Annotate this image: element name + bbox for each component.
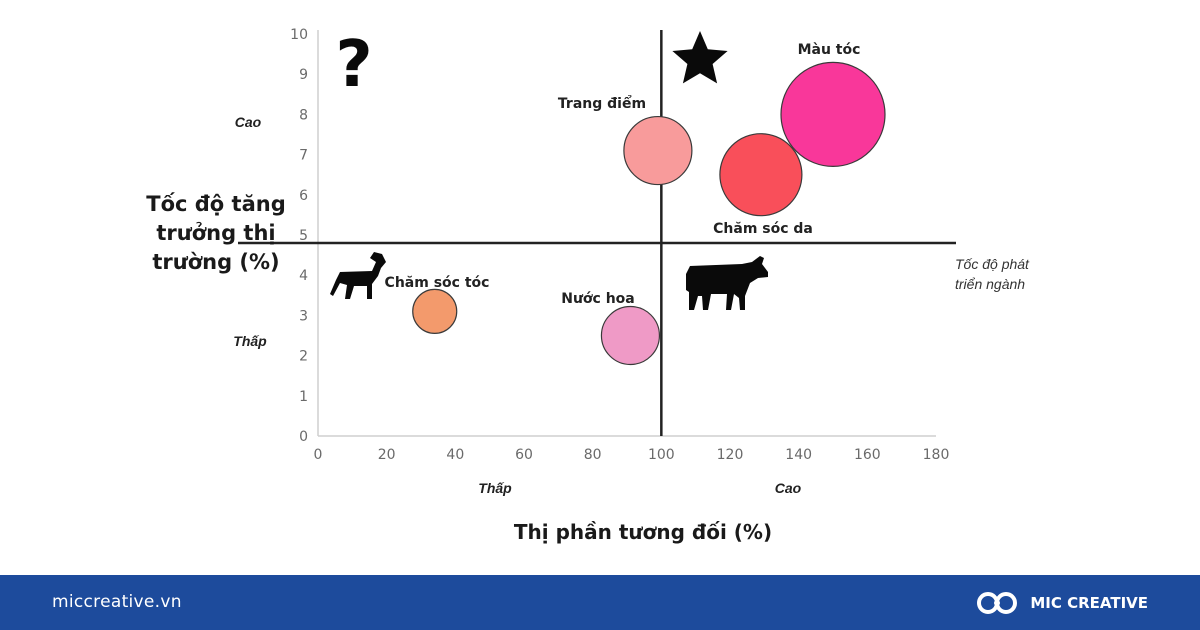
bubble-series — [412, 61, 886, 366]
question-mark-icon: ? — [335, 28, 372, 102]
x-tick-label: 180 — [923, 447, 950, 463]
bubble — [623, 115, 693, 186]
footer-bar: miccreative.vn MIC CREATIVE — [0, 575, 1200, 630]
footer-brand-name: MIC CREATIVE — [1030, 594, 1148, 612]
y-tick-label: 6 — [299, 188, 308, 204]
x-tick-labels: 0 20 40 60 80 100 120 140 160 180 — [314, 447, 950, 463]
y-tick-label: 3 — [299, 308, 308, 324]
bubble — [780, 61, 886, 168]
label-cham-soc-toc: Chăm sóc tóc — [385, 275, 490, 291]
x-tick-label: 140 — [785, 447, 812, 463]
x-tick-label: 80 — [584, 447, 602, 463]
label-mau-toc: Màu tóc — [798, 42, 861, 58]
x-low-label: Thấp — [478, 480, 512, 496]
bubble — [412, 288, 458, 334]
star-icon — [672, 31, 728, 84]
footer-website[interactable]: miccreative.vn — [52, 592, 182, 612]
label-cham-soc-da: Chăm sóc da — [713, 221, 813, 237]
y-axis-title-line3: trường (%) — [152, 250, 279, 274]
label-nuoc-hoa: Nước hoa — [561, 291, 635, 307]
y-tick-label: 0 — [299, 429, 308, 445]
y-tick-label: 4 — [299, 268, 308, 284]
x-high-label: Cao — [775, 480, 802, 496]
y-axis-title-line1: Tốc độ tăng — [146, 192, 285, 216]
y-tick-label: 10 — [290, 27, 308, 43]
x-axis-title: Thị phần tương đối (%) — [514, 520, 772, 544]
bcg-bubble-chart: 0 20 40 60 80 100 120 140 160 180 0 1 2 3 4 5 6 7 8 9 10 Mà… — [146, 27, 1030, 544]
label-trang-diem: Trang điểm — [558, 95, 646, 112]
y-tick-label: 2 — [299, 349, 308, 365]
x-tick-label: 100 — [648, 447, 675, 463]
x-tick-label: 0 — [314, 447, 323, 463]
footer-brand: MIC CREATIVE — [976, 588, 1148, 618]
y-low-label: Thấp — [233, 333, 267, 349]
y-tick-label: 7 — [299, 148, 308, 164]
x-tick-label: 120 — [717, 447, 744, 463]
dog-icon — [330, 252, 386, 299]
bubble — [600, 305, 661, 366]
industry-growth-label-line2: triển ngành — [955, 276, 1025, 292]
cow-icon — [686, 256, 768, 310]
y-tick-label: 8 — [299, 107, 308, 123]
y-high-label: Cao — [235, 114, 262, 130]
x-tick-label: 40 — [446, 447, 464, 463]
y-axis-title-line2: trưởng thị — [156, 221, 275, 245]
y-tick-label: 9 — [299, 67, 308, 83]
x-tick-label: 160 — [854, 447, 881, 463]
y-tick-label: 5 — [299, 228, 308, 244]
x-tick-label: 20 — [378, 447, 396, 463]
industry-growth-label-line1: Tốc độ phát — [955, 256, 1030, 272]
y-tick-label: 1 — [299, 389, 308, 405]
y-tick-labels: 0 1 2 3 4 5 6 7 8 9 10 — [290, 27, 308, 445]
mic-creative-logo-icon — [977, 592, 1018, 614]
x-tick-label: 60 — [515, 447, 533, 463]
bubble — [719, 133, 803, 217]
